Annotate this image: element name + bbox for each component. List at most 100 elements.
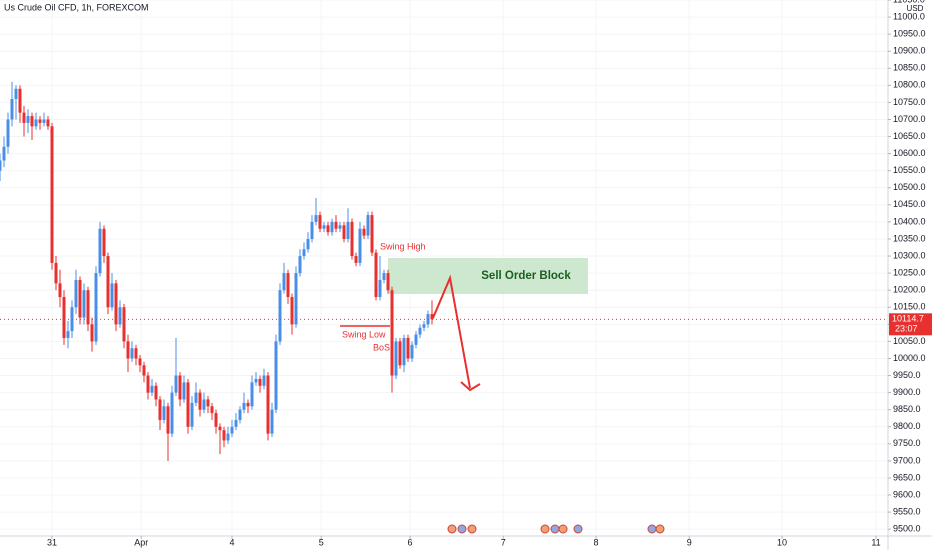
y-tick-label: 9800.0	[893, 421, 921, 431]
countdown-label: 23:07	[895, 324, 918, 334]
y-tick-label: 10250.0	[893, 267, 926, 277]
y-tick-label: 9750.0	[893, 438, 921, 448]
candle-body	[358, 228, 362, 263]
candle-body	[330, 221, 334, 233]
candle-body	[210, 406, 214, 414]
candle-body	[122, 307, 126, 342]
candle-body	[382, 273, 386, 280]
candle-body	[310, 221, 314, 239]
candle-body	[198, 392, 202, 410]
candle-body	[6, 119, 10, 147]
candle-body	[362, 228, 366, 236]
arrow-head	[460, 381, 481, 392]
candle-body	[94, 273, 98, 342]
candle-body	[158, 399, 162, 420]
candle-body	[30, 116, 34, 127]
candle-body	[46, 119, 50, 127]
candle-body	[282, 273, 286, 291]
candle-body	[226, 433, 230, 441]
candle-body	[154, 385, 158, 400]
candle-body	[186, 382, 190, 427]
candle-body	[202, 399, 206, 410]
x-tick-label: 8	[593, 537, 598, 547]
x-tick-label: 31	[47, 537, 57, 547]
candle-body	[326, 225, 330, 233]
candle-body	[86, 290, 90, 325]
candle-body	[374, 252, 378, 298]
y-tick-label: 9600.0	[893, 489, 921, 499]
y-tick-label: 10850.0	[893, 63, 926, 73]
y-tick-label: 10300.0	[893, 250, 926, 260]
candle-body	[66, 331, 70, 338]
candle-body	[18, 88, 22, 113]
y-tick-label: 10950.0	[893, 29, 926, 39]
candle-body	[2, 146, 6, 161]
candle-body	[338, 225, 342, 229]
candle-body	[266, 375, 270, 434]
price-tag	[889, 313, 932, 336]
y-tick-label: 9850.0	[893, 404, 921, 414]
x-tick-label: 6	[407, 537, 412, 547]
y-tick-label: 10150.0	[893, 302, 926, 312]
candle-body	[346, 221, 350, 239]
candle-body	[106, 256, 110, 308]
candle-body	[142, 365, 146, 376]
candle-body	[234, 419, 238, 427]
candle-body	[334, 221, 338, 229]
y-tick-label: 10550.0	[893, 165, 926, 175]
candle-body	[302, 249, 306, 257]
candle-body	[162, 406, 166, 420]
candle-body	[102, 228, 106, 257]
projection-arrow	[432, 274, 471, 389]
candle-body	[250, 382, 254, 407]
y-tick-label: 11000.0	[893, 11, 925, 21]
candle-body	[430, 314, 434, 320]
candle-body	[322, 225, 326, 229]
candle-body	[194, 392, 198, 403]
candle-body	[354, 256, 358, 263]
swing-low-label: Swing Low	[342, 329, 386, 339]
candle-body	[206, 399, 210, 407]
candle-body	[350, 221, 354, 257]
candle-body	[290, 297, 294, 325]
candle-body	[414, 334, 418, 345]
x-tick-label: 5	[319, 537, 324, 547]
candle-body	[110, 283, 114, 308]
chart-title: Us Crude Oil CFD, 1h, FOREXCOM	[4, 2, 149, 12]
order-block-zone	[388, 258, 588, 294]
candle-body	[274, 341, 278, 410]
swing-high-label: Swing High	[380, 241, 426, 251]
currency-label: USD	[907, 4, 924, 13]
candle-body	[42, 119, 46, 123]
candle-body	[398, 341, 402, 366]
candle-body	[406, 337, 410, 359]
candle-body	[314, 215, 318, 222]
candle-body	[218, 426, 222, 431]
candle-body	[318, 215, 322, 229]
candle-body	[134, 348, 138, 359]
event-icons	[447, 524, 665, 534]
y-tick-label: 10400.0	[893, 216, 926, 226]
candle-body	[38, 119, 42, 123]
candle-body	[270, 409, 274, 434]
candle-body	[0, 160, 2, 171]
candle-body	[138, 358, 142, 366]
price-tag-label: 10114.7	[892, 314, 924, 324]
order-block-label: Sell Order Block	[481, 270, 571, 282]
candle-body	[54, 262, 58, 284]
x-tick-label: 4	[229, 537, 234, 547]
candle-body	[418, 327, 422, 335]
y-tick-label: 10450.0	[893, 199, 926, 209]
candle-body	[298, 256, 302, 274]
candle-body	[258, 378, 262, 386]
x-tick-label: Apr	[134, 537, 148, 547]
y-tick-label: 10350.0	[893, 233, 926, 243]
candle-body	[130, 348, 134, 359]
candle-body	[150, 385, 154, 393]
y-tick-label: 9500.0	[893, 524, 921, 534]
candle-body	[170, 392, 174, 434]
candle-body	[50, 126, 54, 263]
candle-body	[114, 283, 118, 325]
y-tick-label: 10700.0	[893, 114, 926, 124]
